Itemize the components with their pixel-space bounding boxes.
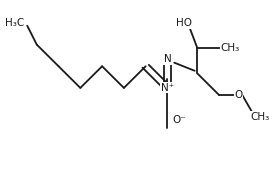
Text: N: N bbox=[164, 54, 171, 64]
Text: CH₃: CH₃ bbox=[221, 43, 240, 53]
Text: N⁺: N⁺ bbox=[161, 83, 174, 93]
Text: O⁻: O⁻ bbox=[173, 115, 186, 125]
Text: HO: HO bbox=[176, 18, 192, 28]
Text: CH₃: CH₃ bbox=[250, 112, 270, 122]
Text: H₃C: H₃C bbox=[6, 18, 25, 28]
Text: O: O bbox=[234, 90, 242, 100]
